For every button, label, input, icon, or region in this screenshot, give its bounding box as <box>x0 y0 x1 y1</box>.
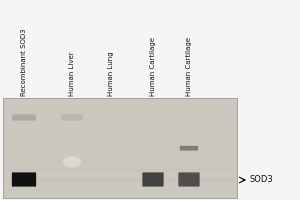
Text: Human Cartilage: Human Cartilage <box>150 37 156 96</box>
Bar <box>3 98 237 198</box>
FancyBboxPatch shape <box>178 172 200 187</box>
FancyBboxPatch shape <box>12 172 36 187</box>
Ellipse shape <box>63 156 81 168</box>
Text: Human Lung: Human Lung <box>108 51 114 96</box>
FancyBboxPatch shape <box>142 172 164 187</box>
Text: Human Liver: Human Liver <box>69 51 75 96</box>
FancyBboxPatch shape <box>180 146 198 151</box>
Text: SOD3: SOD3 <box>250 176 273 184</box>
Text: Recombinant SOD3: Recombinant SOD3 <box>21 28 27 96</box>
FancyBboxPatch shape <box>12 114 36 121</box>
Text: Human Cartilage: Human Cartilage <box>186 37 192 96</box>
FancyBboxPatch shape <box>61 114 82 121</box>
